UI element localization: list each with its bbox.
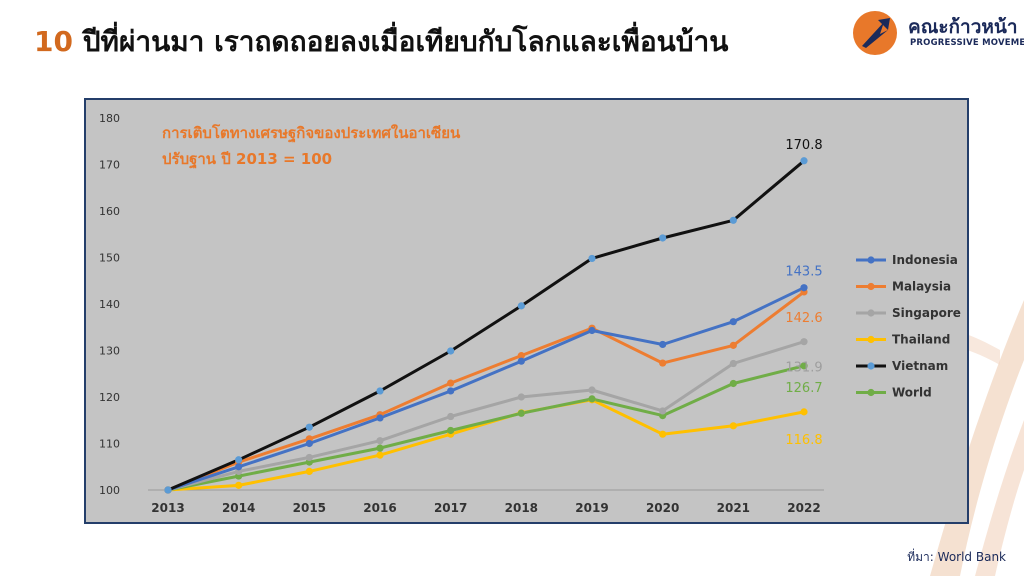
legend-marker-indonesia: [867, 256, 875, 264]
series-line-indonesia: [166, 286, 806, 492]
y-tick-label: 150: [99, 252, 120, 265]
y-tick-label: 140: [99, 298, 120, 311]
x-tick-label: 2021: [717, 501, 750, 515]
y-tick-label: 110: [99, 438, 120, 451]
legend-label-indonesia: Indonesia: [892, 253, 958, 267]
data-point-vietnam: [659, 234, 667, 242]
data-point-thailand: [800, 408, 808, 416]
data-point-singapore: [659, 407, 667, 415]
series-line-thailand: [166, 398, 806, 492]
end-label-world: 126.7: [785, 381, 822, 396]
data-point-malaysia: [659, 359, 667, 367]
data-point-vietnam: [235, 456, 243, 464]
data-point-vietnam: [588, 254, 596, 263]
data-point-world: [517, 409, 525, 417]
data-point-singapore: [376, 437, 384, 445]
data-point-singapore: [447, 412, 455, 421]
data-point-world: [729, 379, 737, 388]
data-point-singapore: [729, 359, 737, 368]
x-tick-label: 2013: [151, 501, 184, 515]
data-point-singapore: [588, 386, 596, 394]
data-point-world: [588, 395, 596, 403]
source-note: ที่มา: World Bank: [907, 550, 1006, 564]
rocket-arrow-logo-icon: [853, 11, 897, 55]
end-label-singapore: 131.9: [785, 361, 822, 376]
end-label-vietnam: 170.8: [785, 138, 822, 153]
data-point-vietnam: [517, 302, 525, 310]
data-point-thailand: [305, 467, 313, 475]
data-point-world: [800, 362, 808, 370]
legend-marker-world: [867, 388, 875, 397]
y-tick-label: 160: [99, 205, 120, 218]
y-tick-label: 130: [99, 345, 120, 358]
x-tick-label: 2016: [363, 501, 396, 515]
logo-subtitle: PROGRESSIVE MOVEMENT: [910, 38, 1024, 48]
chart-frame: การเติบโตทางเศรษฐกิจของประเทศในอาเซียน ป…: [84, 98, 969, 524]
legend-marker-thailand: [867, 335, 875, 344]
data-point-singapore: [305, 453, 313, 462]
series-line-malaysia: [166, 290, 806, 492]
data-point-singapore: [517, 393, 525, 401]
data-point-indonesia: [305, 439, 313, 448]
data-point-indonesia: [659, 340, 667, 349]
data-point-indonesia: [235, 463, 243, 471]
data-point-indonesia: [729, 318, 737, 326]
data-point-indonesia: [800, 284, 808, 292]
legend-marker-vietnam: [867, 362, 875, 370]
data-point-indonesia: [517, 357, 525, 365]
x-tick-label: 2017: [434, 501, 467, 515]
slide-title: 10 ปีที่ผ่านมา เราถดถอยลงเมื่อเทียบกับโล…: [34, 20, 728, 64]
data-point-vietnam: [729, 216, 737, 224]
x-tick-label: 2019: [575, 501, 608, 515]
end-label-malaysia: 142.6: [785, 311, 822, 326]
data-point-malaysia: [447, 379, 455, 387]
end-label-indonesia: 143.5: [785, 265, 822, 280]
x-tick-label: 2020: [646, 501, 679, 515]
y-tick-label: 100: [99, 484, 120, 497]
data-point-singapore: [800, 338, 808, 346]
legend-marker-malaysia: [867, 282, 875, 291]
data-point-thailand: [235, 481, 243, 489]
legend-label-singapore: Singapore: [892, 306, 961, 320]
data-point-malaysia: [729, 341, 737, 349]
x-tick-label: 2015: [293, 501, 326, 515]
legend-label-vietnam: Vietnam: [892, 359, 948, 373]
chart-subtitle: ปรับฐาน ปี 2013 = 100: [162, 150, 332, 169]
series-line-singapore: [166, 340, 806, 492]
data-point-indonesia: [588, 326, 596, 335]
chart-title: การเติบโตทางเศรษฐกิจของประเทศในอาเซียน: [162, 123, 461, 143]
legend-marker-singapore: [867, 309, 875, 317]
data-point-vietnam: [800, 157, 808, 165]
legend-label-world: World: [892, 386, 932, 400]
end-label-thailand: 116.8: [785, 433, 822, 448]
data-point-indonesia: [447, 387, 455, 395]
title-text: ปีที่ผ่านมา เราถดถอยลงเมื่อเทียบกับโลกแล…: [82, 25, 729, 58]
y-tick-label: 170: [99, 159, 120, 172]
data-point-thailand: [729, 422, 737, 430]
party-logo: คณะก้าวหน้า PROGRESSIVE MOVEMENT: [850, 8, 1024, 58]
line-chart: การเติบโตทางเศรษฐกิจของประเทศในอาเซียน ป…: [99, 112, 961, 515]
data-point-vietnam: [305, 423, 313, 431]
data-point-thailand: [376, 451, 384, 459]
series-line-world: [166, 364, 806, 492]
title-number: 10: [34, 25, 73, 58]
legend-label-thailand: Thailand: [892, 333, 950, 347]
series-line-vietnam: [166, 159, 806, 492]
x-tick-label: 2014: [222, 501, 255, 515]
logo-name: คณะก้าวหน้า: [908, 16, 1018, 38]
x-tick-label: 2022: [787, 501, 820, 515]
legend-label-malaysia: Malaysia: [892, 280, 951, 294]
data-point-thailand: [659, 430, 667, 438]
data-point-vietnam: [376, 387, 384, 395]
data-point-malaysia: [517, 352, 525, 360]
x-tick-label: 2018: [505, 501, 538, 515]
y-tick-label: 120: [99, 391, 120, 404]
data-point-indonesia: [376, 414, 384, 422]
y-tick-label: 180: [99, 112, 120, 125]
data-point-vietnam: [164, 486, 172, 494]
data-point-world: [447, 426, 455, 435]
data-point-vietnam: [447, 347, 455, 355]
data-point-world: [376, 444, 384, 452]
